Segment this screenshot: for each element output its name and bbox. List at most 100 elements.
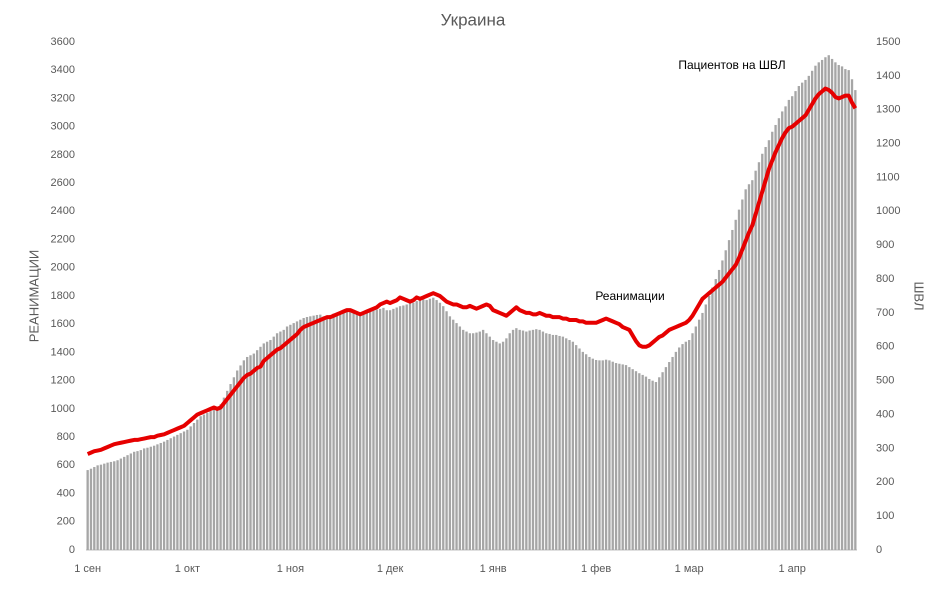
bar <box>142 448 146 550</box>
bar <box>631 369 634 550</box>
bar <box>428 298 432 550</box>
bar <box>226 390 229 550</box>
bar <box>751 180 754 550</box>
bar <box>721 260 724 550</box>
bar <box>202 414 206 550</box>
bar <box>445 311 448 550</box>
bar <box>584 354 588 550</box>
y-tick-label: 1000 <box>51 403 75 415</box>
y2-axis-title: ШВЛ <box>912 282 927 311</box>
y2-tick-label: 1200 <box>876 138 900 150</box>
bar <box>545 333 548 550</box>
bar <box>395 307 398 550</box>
bar <box>422 299 425 550</box>
bar <box>222 397 226 550</box>
bar <box>332 313 335 550</box>
bar <box>814 65 817 550</box>
bar <box>794 91 797 551</box>
bar <box>691 333 694 550</box>
bar <box>807 75 810 550</box>
bar <box>339 312 342 550</box>
bar <box>295 321 299 550</box>
bar <box>777 118 781 550</box>
bar <box>555 334 558 550</box>
y2-tick-label: 1000 <box>876 205 900 217</box>
bar <box>113 461 116 550</box>
bar <box>359 313 362 550</box>
bar <box>126 455 129 550</box>
y-tick-label: 1800 <box>51 290 75 302</box>
bar <box>398 306 402 550</box>
bar <box>701 312 704 550</box>
bar <box>541 331 545 550</box>
bar <box>837 65 840 551</box>
bar <box>834 62 837 550</box>
bar <box>129 453 133 550</box>
bar <box>771 131 774 550</box>
bar <box>315 314 319 550</box>
x-tick-label: 1 апр <box>779 563 806 575</box>
bar <box>432 297 435 550</box>
bar <box>275 333 279 550</box>
bar <box>797 86 801 550</box>
bar <box>481 329 485 550</box>
bar <box>661 372 664 550</box>
bar <box>854 90 857 550</box>
bar <box>285 326 289 550</box>
bar <box>578 348 581 550</box>
bar <box>810 70 814 550</box>
bar <box>558 335 561 550</box>
bar <box>727 240 731 550</box>
bar <box>628 367 631 550</box>
bar <box>322 316 325 550</box>
bar <box>717 269 721 550</box>
y2-tick-label: 400 <box>876 408 894 420</box>
bar <box>847 70 850 550</box>
bar <box>448 316 452 550</box>
bar <box>478 331 481 550</box>
bar <box>192 423 196 550</box>
bar <box>618 363 621 550</box>
bar <box>674 351 678 550</box>
bar <box>149 446 152 550</box>
bar <box>787 99 791 551</box>
bar <box>671 356 674 550</box>
bar <box>455 323 458 550</box>
y-tick-label: 2800 <box>51 149 75 161</box>
bar <box>209 411 212 550</box>
bar <box>262 343 265 550</box>
bar <box>531 329 535 550</box>
bar <box>199 416 202 550</box>
x-tick-label: 1 мар <box>675 563 704 575</box>
bar <box>561 336 565 550</box>
bar <box>385 310 388 550</box>
y2-tick-label: 700 <box>876 307 894 319</box>
bar <box>737 209 741 550</box>
bar <box>309 316 312 550</box>
y2-tick-label: 900 <box>876 239 894 251</box>
bar <box>246 356 249 550</box>
bar <box>93 467 96 550</box>
bar <box>601 360 604 550</box>
bar <box>621 364 624 550</box>
y2-tick-label: 300 <box>876 442 894 454</box>
bar <box>528 330 531 550</box>
bar <box>279 331 282 550</box>
bar <box>103 463 106 550</box>
bar <box>591 358 594 550</box>
bar <box>212 409 216 550</box>
bar <box>678 347 681 550</box>
bar <box>761 153 764 550</box>
bar <box>319 314 322 550</box>
bar <box>704 304 707 550</box>
bar <box>289 324 292 550</box>
bar <box>498 343 501 550</box>
bar <box>139 450 142 550</box>
bar <box>525 331 528 550</box>
bar <box>791 96 794 550</box>
bar <box>239 365 242 550</box>
bar <box>830 58 834 550</box>
bar <box>844 69 847 551</box>
bar <box>824 57 827 551</box>
bar <box>146 447 149 550</box>
